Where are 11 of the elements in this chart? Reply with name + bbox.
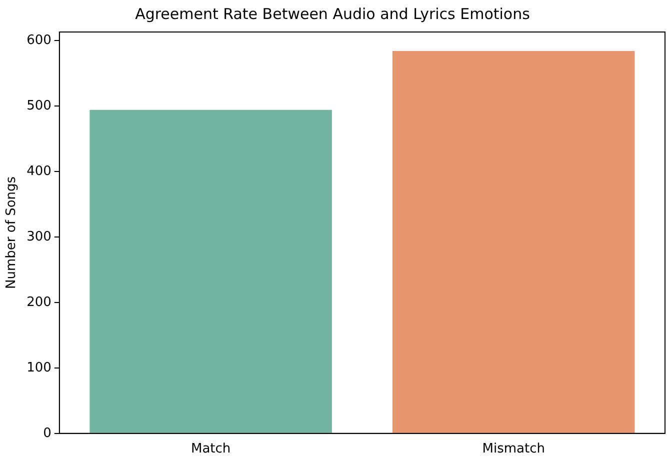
y-tick-label: 200: [26, 294, 52, 310]
x-tick-label: Mismatch: [482, 442, 545, 457]
x-tick-label: Match: [190, 442, 231, 457]
y-tick-label: 600: [26, 32, 52, 48]
chart-title: Agreement Rate Between Audio and Lyrics Emotions: [135, 4, 530, 23]
y-axis-title: Number of Songs: [4, 176, 20, 289]
y-tick-label: 500: [26, 98, 52, 114]
y-tick-label: 400: [26, 164, 52, 179]
y-tick-label: 0: [43, 426, 52, 441]
y-tick-label: 100: [26, 360, 52, 376]
y-tick-label: 300: [26, 229, 52, 244]
